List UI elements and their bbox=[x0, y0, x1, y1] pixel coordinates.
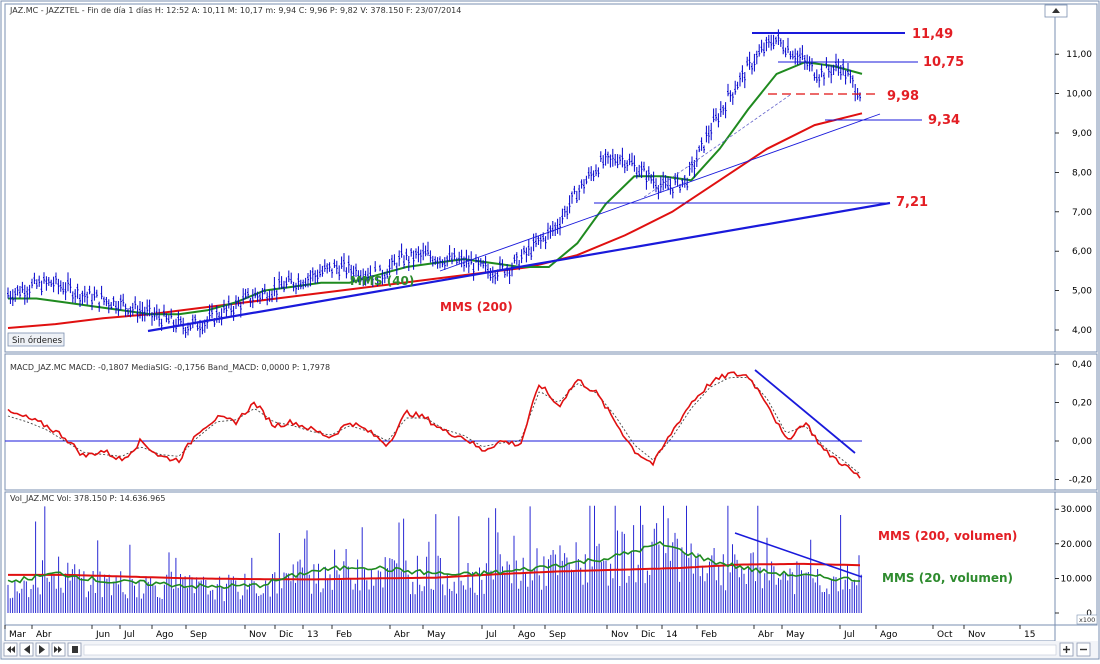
month-label: 14 bbox=[666, 630, 678, 640]
volume-mms200-label: MMS (200, volumen) bbox=[878, 529, 1017, 543]
level-1149-label: 11,49 bbox=[912, 27, 953, 42]
macd-y-tick-label: 0,20 bbox=[1072, 399, 1092, 409]
price-panel-header: JAZ.MC - JAZZTEL - Fin de día 1 días H: … bbox=[9, 6, 461, 15]
volume-y-axis: 30.000 20.000 10.000 0 bbox=[1055, 505, 1092, 619]
play-back-icon bbox=[24, 645, 30, 654]
long-term-support-trendline bbox=[147, 201, 891, 333]
volume-mms20-label: MMS (20, volumen) bbox=[882, 571, 1013, 585]
macd-axis-area bbox=[1054, 353, 1098, 491]
mms40-label: MMS (40) bbox=[350, 274, 414, 288]
time-axis: Mar Abr Jun Jul Ago Sep Nov Dic 13 Feb Abr May Jul Ag… bbox=[4, 624, 1056, 642]
nav-first-button[interactable] bbox=[3, 642, 18, 657]
month-label: Sep bbox=[549, 630, 566, 640]
volume-y-tick-label: 10.000 bbox=[1061, 574, 1093, 584]
price-y-tick-label: 6,00 bbox=[1072, 247, 1092, 257]
volume-panel: Vol_JAZ.MC Vol: 378.150 P: 14.636.965 30… bbox=[4, 491, 1098, 626]
secondary-support-trendline bbox=[439, 113, 881, 272]
month-label: Dic bbox=[641, 630, 655, 640]
level-1075-label: 10,75 bbox=[923, 55, 964, 70]
nav-next-button[interactable] bbox=[35, 642, 50, 657]
stop-icon bbox=[72, 646, 78, 653]
no-orders-button[interactable] bbox=[7, 332, 65, 347]
month-label: May bbox=[427, 630, 446, 640]
month-label: Jul bbox=[843, 630, 855, 640]
month-label: Jun bbox=[95, 630, 110, 640]
macd-panel: MACD_JAZ.MC MACD: -0,1807 MediaSIG: -0,1… bbox=[4, 353, 1098, 491]
volume-y-tick-label: 0 bbox=[1086, 609, 1092, 619]
month-label: Nov bbox=[249, 630, 267, 640]
macd-y-tick-label: 0,40 bbox=[1072, 360, 1092, 370]
macd-panel-header: MACD_JAZ.MC MACD: -0,1807 MediaSIG: -0,1… bbox=[10, 363, 330, 372]
price-y-tick-label: 11,00 bbox=[1066, 50, 1092, 60]
macd-y-axis: 0,40 0,20 0,00 -0,20 bbox=[1055, 360, 1092, 485]
level-934-label: 9,34 bbox=[928, 113, 960, 128]
skip-back-icon bbox=[7, 646, 15, 653]
price-y-tick-label: 10,00 bbox=[1066, 90, 1092, 100]
month-label: Abr bbox=[394, 630, 410, 640]
month-label: Nov bbox=[611, 630, 629, 640]
nav-prev-button[interactable] bbox=[19, 642, 34, 657]
macd-resistance-trendline bbox=[754, 369, 856, 454]
macd-y-tick-label: 0,00 bbox=[1072, 437, 1092, 447]
price-panel: JAZ.MC - JAZZTEL - Fin de día 1 días H: … bbox=[4, 3, 1098, 353]
price-y-tick-label: 9,00 bbox=[1072, 129, 1092, 139]
month-label: May bbox=[786, 630, 805, 640]
volume-y-tick-label: 30.000 bbox=[1061, 505, 1093, 515]
month-label: Feb bbox=[336, 630, 352, 640]
level-998-label: 9,98 bbox=[887, 89, 919, 104]
plus-icon bbox=[1063, 646, 1070, 653]
macd-line bbox=[7, 371, 861, 479]
month-label: Mar bbox=[9, 630, 26, 640]
price-y-tick-label: 4,00 bbox=[1072, 326, 1092, 336]
volume-panel-header: Vol_JAZ.MC Vol: 378.150 P: 14.636.965 bbox=[10, 494, 165, 503]
month-label: Dic bbox=[279, 630, 293, 640]
month-label: Jul bbox=[485, 630, 497, 640]
price-plot-area bbox=[4, 3, 1056, 353]
month-labels: Mar Abr Jun Jul Ago Sep Nov Dic 13 Feb Abr May Jul Ag… bbox=[4, 625, 1035, 640]
price-axis-area bbox=[1054, 3, 1098, 353]
nav-stop-button[interactable] bbox=[67, 642, 82, 657]
price-y-tick-label: 7,00 bbox=[1072, 208, 1092, 218]
dashed-trendline bbox=[639, 94, 791, 201]
price-y-tick-label: 8,00 bbox=[1072, 168, 1092, 178]
nav-zoom-out-button[interactable] bbox=[1076, 642, 1091, 657]
volume-mms20-line bbox=[7, 540, 861, 590]
month-label: Jul bbox=[123, 630, 135, 640]
price-bars bbox=[7, 29, 861, 338]
volume-unit-badge bbox=[1076, 614, 1098, 625]
play-forward-icon bbox=[39, 645, 45, 654]
month-label: Ago bbox=[518, 630, 536, 640]
volume-unit-badge-label: x100 bbox=[1079, 616, 1095, 624]
nav-zoom-in-button[interactable] bbox=[1059, 642, 1074, 657]
volume-downtrend-line bbox=[734, 532, 863, 578]
month-label: Feb bbox=[701, 630, 717, 640]
arrow-up-icon bbox=[1052, 8, 1060, 13]
macd-plot-area bbox=[4, 353, 1056, 491]
macd-y-tick-label: -0,20 bbox=[1069, 475, 1093, 485]
month-label: 13 bbox=[307, 630, 318, 640]
volume-bars bbox=[7, 505, 862, 613]
price-y-axis: 4,00 5,00 6,00 7,00 8,00 9,00 10,00 11,00 bbox=[1055, 50, 1092, 336]
month-label: Abr bbox=[36, 630, 52, 640]
horizontal-scrollbar[interactable] bbox=[83, 644, 1057, 656]
volume-mms200-line bbox=[8, 562, 861, 581]
month-label: Ago bbox=[156, 630, 174, 640]
volume-axis-area bbox=[1054, 491, 1098, 626]
month-label: Oct bbox=[937, 630, 953, 640]
no-orders-button-label: Sin órdenes bbox=[12, 335, 63, 346]
mms200-label: MMS (200) bbox=[440, 300, 513, 314]
month-label: Abr bbox=[758, 630, 774, 640]
skip-forward-icon bbox=[54, 646, 62, 653]
volume-y-tick-label: 20.000 bbox=[1061, 540, 1093, 550]
price-y-tick-label: 5,00 bbox=[1072, 287, 1092, 297]
month-label: 15 bbox=[1024, 630, 1035, 640]
navigation-bar bbox=[2, 641, 1098, 658]
nav-last-button[interactable] bbox=[51, 642, 66, 657]
month-label: Nov bbox=[968, 630, 986, 640]
month-label: Sep bbox=[190, 630, 207, 640]
level-721-label: 7,21 bbox=[896, 195, 928, 210]
month-label: Ago bbox=[880, 630, 898, 640]
